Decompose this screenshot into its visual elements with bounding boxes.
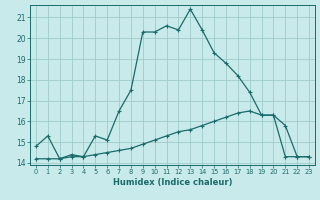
X-axis label: Humidex (Indice chaleur): Humidex (Indice chaleur) <box>113 178 232 187</box>
